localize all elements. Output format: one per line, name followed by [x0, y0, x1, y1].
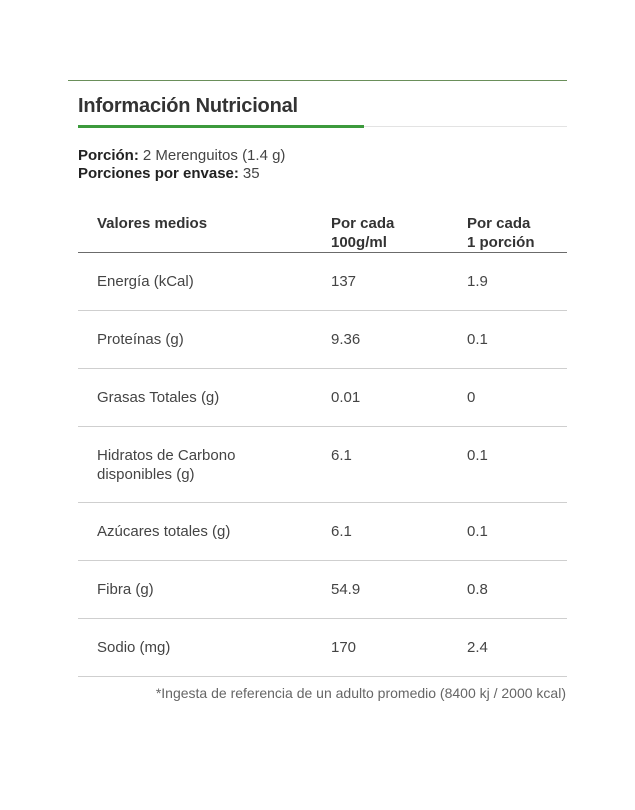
row-name: Grasas Totales (g) [78, 368, 331, 427]
portion-label: Porción: [78, 147, 139, 164]
footnote: *Ingesta de referencia de un adulto prom… [155, 685, 566, 701]
servings-value: 35 [242, 165, 260, 182]
row-per-portion: 2.4 [467, 618, 567, 677]
nutrition-table: Valores medios Por cada 100g/ml Por cada… [78, 194, 567, 677]
row-per-portion: 0.1 [467, 502, 567, 561]
row-name: Energía (kCal) [78, 252, 331, 311]
row-per-100: 6.1 [331, 426, 467, 503]
page-title: Información Nutricional [78, 95, 298, 117]
row-name: Sodio (mg) [78, 618, 331, 677]
header-per-100: Por cada 100g/ml [331, 194, 467, 253]
row-name: Azúcares totales (g) [78, 502, 331, 561]
row-per-100: 137 [331, 252, 467, 311]
row-name: Proteínas (g) [78, 310, 331, 369]
row-per-portion: 0.8 [467, 560, 567, 619]
servings-label: Porciones por envase: [78, 165, 239, 182]
table-row: Sodio (mg) 170 2.4 [78, 618, 567, 677]
row-per-portion: 0.1 [467, 310, 567, 369]
header-per-portion-line1: Por cada [467, 215, 531, 232]
row-name-line2: disponibles (g) [97, 466, 195, 483]
header-values: Valores medios [78, 194, 331, 253]
row-per-100: 9.36 [331, 310, 467, 369]
header-per-portion: Por cada 1 porción [467, 194, 567, 253]
top-divider [68, 80, 567, 81]
header-per-portion-line2: 1 porción [467, 234, 535, 251]
table-row: Energía (kCal) 137 1.9 [78, 252, 567, 311]
header-per-100-line1: Por cada [331, 215, 395, 232]
row-per-portion: 0.1 [467, 426, 567, 503]
table-row: Azúcares totales (g) 6.1 0.1 [78, 502, 567, 561]
servings-line: Porciones por envase: 35 [78, 165, 567, 183]
nutrition-card: Información Nutricional Porción: 2 Mereng… [68, 80, 567, 701]
row-per-100: 0.01 [331, 368, 467, 427]
table-row: Fibra (g) 54.9 0.8 [78, 560, 567, 619]
row-per-portion: 1.9 [467, 252, 567, 311]
table-row: Grasas Totales (g) 0.01 0 [78, 368, 567, 427]
title-underline [78, 125, 567, 128]
portion-value: 2 Merenguitos (1.4 g) [142, 147, 286, 164]
row-per-100: 170 [331, 618, 467, 677]
row-name: Fibra (g) [78, 560, 331, 619]
table-row: Proteínas (g) 9.36 0.1 [78, 310, 567, 369]
row-per-100: 54.9 [331, 560, 467, 619]
table-row: Hidratos de Carbono disponibles (g) 6.1 … [78, 426, 567, 503]
portion-line: Porción: 2 Merenguitos (1.4 g) [78, 147, 567, 165]
row-name-line1: Hidratos de Carbono [97, 447, 236, 464]
row-per-100: 6.1 [331, 502, 467, 561]
row-name: Hidratos de Carbono disponibles (g) [78, 426, 331, 503]
row-per-portion: 0 [467, 368, 567, 427]
table-header-row: Valores medios Por cada 100g/ml Por cada… [78, 194, 567, 253]
header-per-100-line2: 100g/ml [331, 234, 387, 251]
portion-info: Porción: 2 Merenguitos (1.4 g) Porciones … [78, 147, 567, 183]
